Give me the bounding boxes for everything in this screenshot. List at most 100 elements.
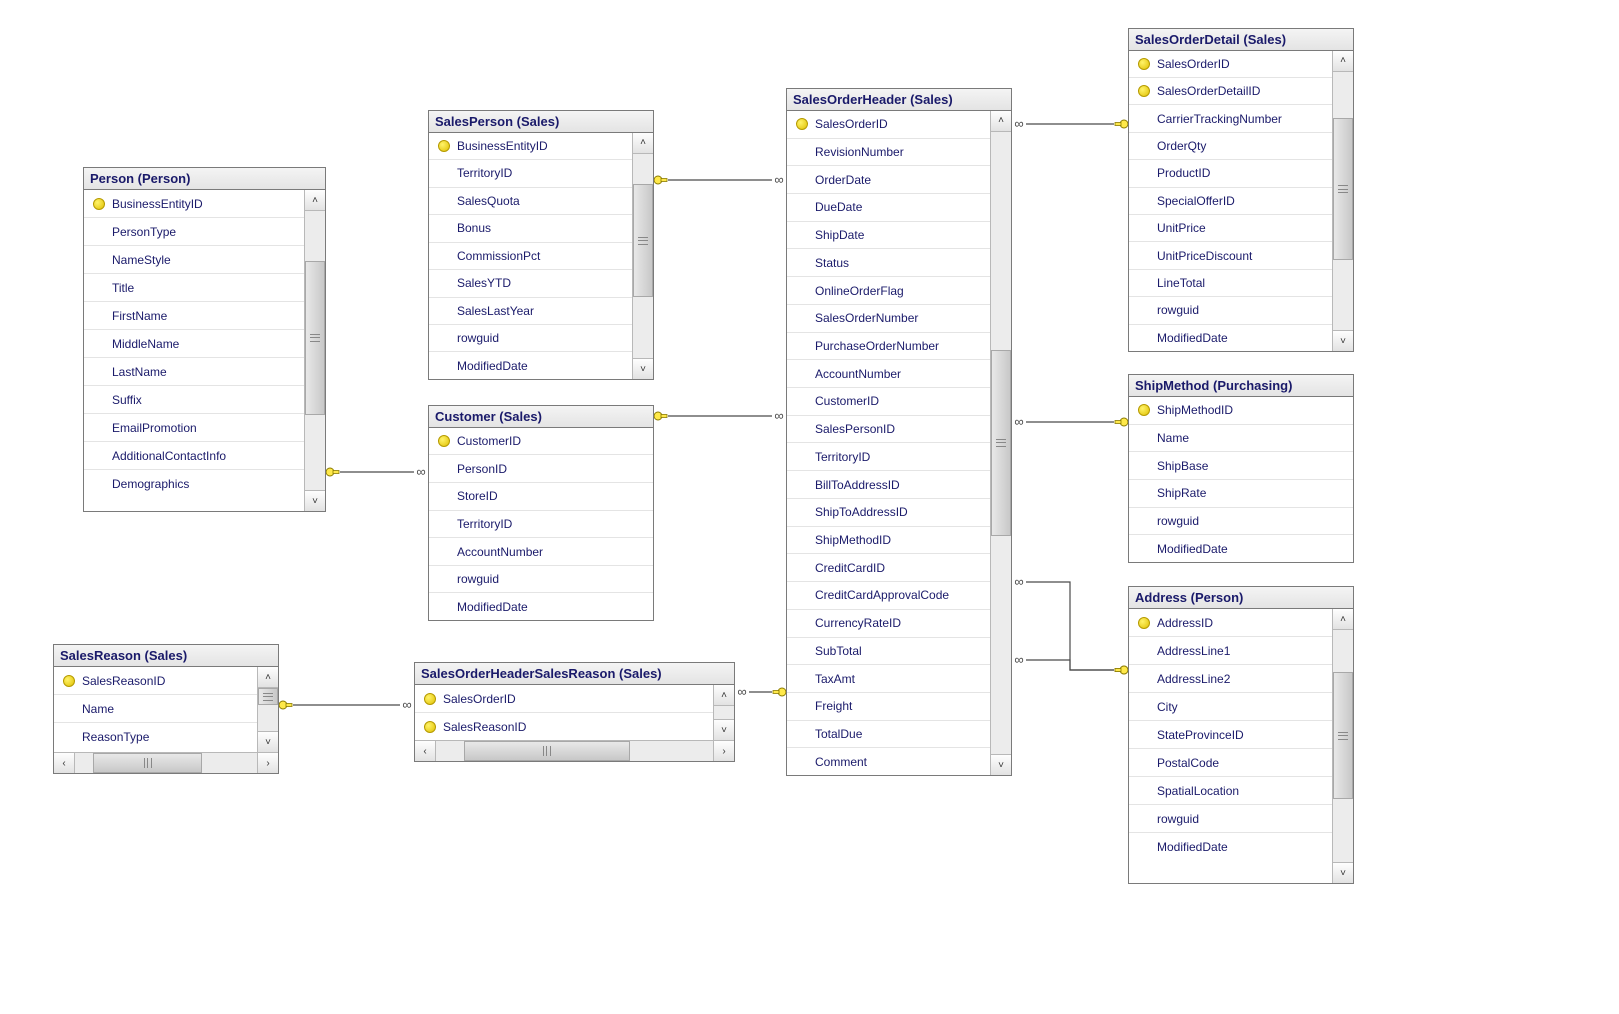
- column-row[interactable]: TerritoryID: [787, 443, 990, 471]
- column-row[interactable]: CommissionPct: [429, 243, 632, 270]
- column-row[interactable]: rowguid: [1129, 297, 1332, 324]
- vertical-scrollbar[interactable]: ˄˅: [1332, 609, 1353, 883]
- column-row[interactable]: EmailPromotion: [84, 414, 304, 442]
- scrollbar-thumb[interactable]: [305, 261, 325, 414]
- vertical-scrollbar[interactable]: ˄˅: [304, 190, 325, 511]
- column-row[interactable]: NameStyle: [84, 246, 304, 274]
- column-row[interactable]: CurrencyRateID: [787, 610, 990, 638]
- vertical-scrollbar[interactable]: ˄˅: [632, 133, 653, 379]
- table-title[interactable]: Address (Person): [1129, 587, 1353, 609]
- column-row[interactable]: ShipRate: [1129, 480, 1353, 508]
- table-sohsr[interactable]: SalesOrderHeaderSalesReason (Sales)Sales…: [414, 662, 735, 762]
- scroll-up-button[interactable]: ˄: [991, 111, 1011, 132]
- column-row[interactable]: SpatialLocation: [1129, 777, 1332, 805]
- column-row[interactable]: SpecialOfferID: [1129, 188, 1332, 215]
- column-row[interactable]: Freight: [787, 693, 990, 721]
- column-row[interactable]: SalesReasonID: [415, 713, 713, 740]
- scroll-up-button[interactable]: ˄: [305, 190, 325, 211]
- scrollbar-track[interactable]: [1333, 630, 1353, 862]
- vertical-scrollbar[interactable]: ˄˅: [713, 685, 734, 740]
- column-row[interactable]: AccountNumber: [787, 360, 990, 388]
- column-row[interactable]: Name: [1129, 425, 1353, 453]
- scroll-up-button[interactable]: ˄: [258, 667, 278, 688]
- column-row[interactable]: ModifiedDate: [1129, 535, 1353, 562]
- table-title[interactable]: SalesOrderHeaderSalesReason (Sales): [415, 663, 734, 685]
- column-row[interactable]: TerritoryID: [429, 160, 632, 187]
- scroll-up-button[interactable]: ˄: [1333, 51, 1353, 72]
- scroll-right-button[interactable]: ›: [257, 753, 278, 773]
- column-row[interactable]: FirstName: [84, 302, 304, 330]
- column-row[interactable]: Bonus: [429, 215, 632, 242]
- scrollbar-track[interactable]: [714, 706, 734, 719]
- scroll-down-button[interactable]: ˅: [1333, 330, 1353, 351]
- vertical-scrollbar[interactable]: ˄˅: [1332, 51, 1353, 351]
- column-row[interactable]: SalesYTD: [429, 270, 632, 297]
- column-row[interactable]: SalesPersonID: [787, 416, 990, 444]
- scrollbar-thumb[interactable]: [1333, 118, 1353, 260]
- scroll-down-button[interactable]: ˅: [305, 490, 325, 511]
- table-salesperson[interactable]: SalesPerson (Sales)BusinessEntityIDTerri…: [428, 110, 654, 380]
- column-row[interactable]: UnitPrice: [1129, 215, 1332, 242]
- scrollbar-track[interactable]: [1333, 72, 1353, 330]
- column-row[interactable]: PurchaseOrderNumber: [787, 333, 990, 361]
- column-row[interactable]: OrderDate: [787, 166, 990, 194]
- column-row[interactable]: PersonType: [84, 218, 304, 246]
- column-row[interactable]: Title: [84, 274, 304, 302]
- table-title[interactable]: Person (Person): [84, 168, 325, 190]
- scrollbar-track[interactable]: [305, 211, 325, 490]
- column-row[interactable]: Suffix: [84, 386, 304, 414]
- column-row[interactable]: TerritoryID: [429, 511, 653, 539]
- scroll-left-button[interactable]: ‹: [54, 753, 75, 773]
- table-title[interactable]: ShipMethod (Purchasing): [1129, 375, 1353, 397]
- table-title[interactable]: SalesPerson (Sales): [429, 111, 653, 133]
- column-row[interactable]: ModifiedDate: [1129, 833, 1332, 860]
- column-row[interactable]: CustomerID: [787, 388, 990, 416]
- column-row[interactable]: RevisionNumber: [787, 139, 990, 167]
- column-row[interactable]: Name: [54, 695, 257, 723]
- table-title[interactable]: SalesOrderHeader (Sales): [787, 89, 1011, 111]
- column-row[interactable]: ModifiedDate: [429, 593, 653, 620]
- scrollbar-track[interactable]: [436, 741, 713, 761]
- table-address[interactable]: Address (Person)AddressIDAddressLine1Add…: [1128, 586, 1354, 884]
- scroll-down-button[interactable]: ˅: [991, 754, 1011, 775]
- scroll-up-button[interactable]: ˄: [1333, 609, 1353, 630]
- scroll-down-button[interactable]: ˅: [1333, 862, 1353, 883]
- table-soh[interactable]: SalesOrderHeader (Sales)SalesOrderIDRevi…: [786, 88, 1012, 776]
- scroll-up-button[interactable]: ˄: [633, 133, 653, 154]
- scrollbar-track[interactable]: [991, 132, 1011, 754]
- scrollbar-thumb[interactable]: [258, 688, 278, 705]
- column-row[interactable]: MiddleName: [84, 330, 304, 358]
- column-row[interactable]: SalesQuota: [429, 188, 632, 215]
- column-row[interactable]: CarrierTrackingNumber: [1129, 105, 1332, 132]
- scroll-left-button[interactable]: ‹: [415, 741, 436, 761]
- column-row[interactable]: City: [1129, 693, 1332, 721]
- scroll-right-button[interactable]: ›: [713, 741, 734, 761]
- column-row[interactable]: Demographics: [84, 470, 304, 497]
- column-row[interactable]: StoreID: [429, 483, 653, 511]
- column-row[interactable]: TaxAmt: [787, 665, 990, 693]
- column-row[interactable]: ShipMethodID: [787, 527, 990, 555]
- scroll-down-button[interactable]: ˅: [258, 731, 278, 752]
- column-row[interactable]: CreditCardID: [787, 554, 990, 582]
- column-row[interactable]: rowguid: [1129, 805, 1332, 833]
- column-row[interactable]: SalesOrderID: [1129, 51, 1332, 78]
- column-row[interactable]: ShipDate: [787, 222, 990, 250]
- column-row[interactable]: SalesOrderNumber: [787, 305, 990, 333]
- column-row[interactable]: rowguid: [429, 566, 653, 594]
- column-row[interactable]: AddressLine2: [1129, 665, 1332, 693]
- column-row[interactable]: OrderQty: [1129, 133, 1332, 160]
- column-row[interactable]: SubTotal: [787, 638, 990, 666]
- column-row[interactable]: ShipBase: [1129, 452, 1353, 480]
- table-salesreason[interactable]: SalesReason (Sales)SalesReasonIDNameReas…: [53, 644, 279, 774]
- scrollbar-thumb[interactable]: [1333, 672, 1353, 800]
- table-person[interactable]: Person (Person)BusinessEntityIDPersonTyp…: [83, 167, 326, 512]
- table-shipmethod[interactable]: ShipMethod (Purchasing)ShipMethodIDNameS…: [1128, 374, 1354, 563]
- column-row[interactable]: SalesOrderID: [415, 685, 713, 713]
- column-row[interactable]: AddressLine1: [1129, 637, 1332, 665]
- horizontal-scrollbar[interactable]: ‹›: [415, 740, 734, 761]
- scrollbar-track[interactable]: [633, 154, 653, 358]
- scrollbar-thumb[interactable]: [991, 350, 1011, 537]
- scrollbar-thumb[interactable]: [93, 753, 202, 773]
- column-row[interactable]: SalesReasonID: [54, 667, 257, 695]
- column-row[interactable]: rowguid: [1129, 508, 1353, 536]
